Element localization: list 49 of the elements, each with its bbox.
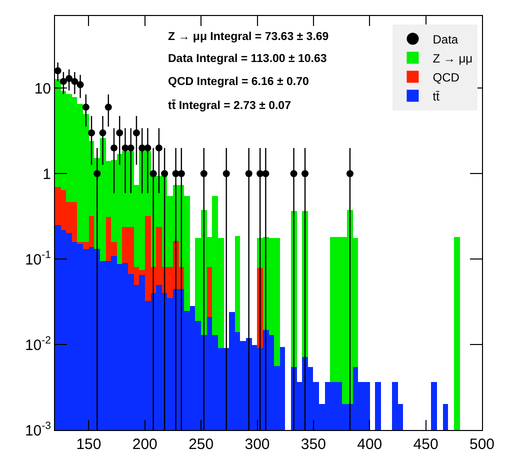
annotation: tt̄ Integral = 2.73 ± 0.07 — [168, 99, 291, 112]
x-tick-label: 150 — [76, 436, 102, 453]
point — [88, 129, 96, 136]
annotation: QCD Integral = 6.16 ± 0.70 — [168, 76, 309, 88]
point — [71, 78, 78, 85]
legend-label: tt̄ — [432, 89, 440, 104]
point — [99, 129, 106, 136]
point — [60, 78, 67, 85]
legend-label: Z → μμ — [432, 51, 473, 66]
point — [76, 81, 84, 88]
point — [54, 67, 62, 74]
point — [144, 144, 152, 152]
annotation: Z → μμ Integral = 73.63 ± 3.69 — [168, 31, 329, 43]
x-tick-label: 350 — [300, 436, 326, 453]
y-tick-label: 10$^{-2}$ — [24, 334, 52, 354]
point — [256, 170, 264, 178]
point — [346, 170, 354, 178]
annotation: Data Integral = 113.00 ± 10.63 — [168, 53, 327, 65]
x-tick-label: 500 — [469, 436, 495, 453]
y-tick-label: 10$^{-3}$ — [24, 420, 52, 440]
legend-label: Data — [432, 32, 458, 46]
point — [66, 74, 73, 82]
point — [82, 104, 90, 111]
point — [161, 170, 168, 178]
point — [245, 170, 252, 178]
point — [200, 170, 208, 178]
x-tick-label: 450 — [413, 436, 438, 453]
point — [127, 144, 134, 152]
y-tick-label: 10$^{-1}$ — [24, 249, 52, 268]
point — [104, 104, 112, 111]
x-tick-label: 400 — [357, 436, 382, 453]
point — [155, 144, 162, 152]
y-tick-label: 10 — [34, 80, 51, 98]
x-tick-label: 250 — [188, 436, 214, 453]
legend-label: QCD — [432, 70, 460, 84]
x-tick-label: 200 — [132, 436, 158, 453]
point — [132, 129, 140, 136]
point — [116, 129, 124, 136]
point — [110, 144, 118, 152]
point — [178, 170, 185, 178]
point — [262, 170, 270, 178]
point — [150, 170, 157, 178]
point — [94, 170, 101, 178]
point — [222, 170, 230, 178]
y-tick-label: 1 — [42, 166, 51, 183]
x-tick-label: 300 — [244, 436, 270, 453]
point — [138, 144, 146, 152]
point — [290, 170, 298, 178]
point — [302, 170, 309, 178]
